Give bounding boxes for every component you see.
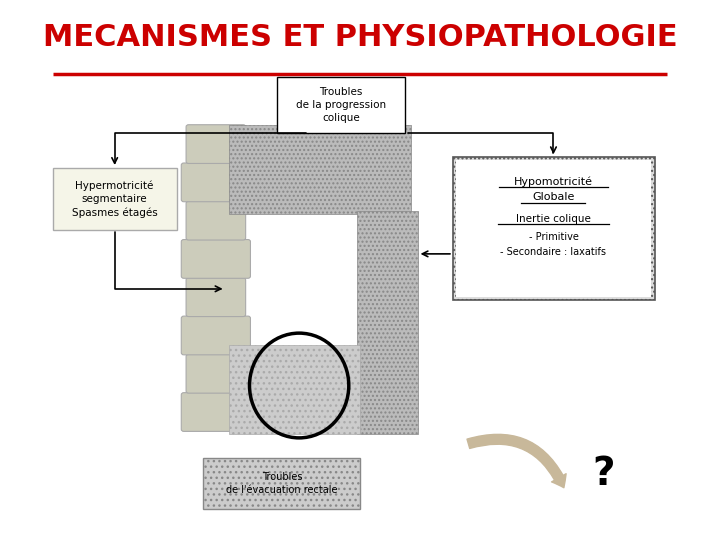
FancyArrowPatch shape [467, 434, 566, 488]
FancyBboxPatch shape [181, 240, 251, 278]
Text: MECANISMES ET PHYSIOPATHOLOGIE: MECANISMES ET PHYSIOPATHOLOGIE [42, 23, 678, 52]
FancyBboxPatch shape [186, 201, 246, 240]
Text: Troubles
de la progression
colique: Troubles de la progression colique [296, 87, 386, 123]
FancyBboxPatch shape [186, 354, 246, 393]
Text: Troubles
de l'évacuation rectale: Troubles de l'évacuation rectale [226, 472, 338, 495]
Text: ?: ? [592, 455, 615, 493]
Text: Hypermotricité
segmentaire
Spasmes étagés: Hypermotricité segmentaire Spasmes étagé… [72, 180, 158, 218]
FancyBboxPatch shape [181, 316, 251, 355]
FancyBboxPatch shape [453, 157, 654, 300]
FancyBboxPatch shape [357, 211, 418, 434]
Text: Inertie colique: Inertie colique [516, 214, 591, 224]
FancyBboxPatch shape [181, 163, 251, 202]
FancyBboxPatch shape [229, 345, 360, 434]
FancyBboxPatch shape [229, 125, 411, 214]
FancyBboxPatch shape [186, 278, 246, 316]
Text: Hypomotricité: Hypomotricité [514, 176, 593, 187]
FancyBboxPatch shape [456, 160, 652, 297]
FancyBboxPatch shape [186, 125, 246, 164]
FancyBboxPatch shape [203, 458, 360, 509]
FancyBboxPatch shape [181, 393, 251, 431]
FancyBboxPatch shape [276, 77, 405, 133]
Text: - Primitive: - Primitive [528, 232, 578, 242]
FancyBboxPatch shape [53, 168, 177, 230]
Text: - Secondaire : laxatifs: - Secondaire : laxatifs [500, 247, 606, 256]
Text: Globale: Globale [532, 192, 575, 202]
